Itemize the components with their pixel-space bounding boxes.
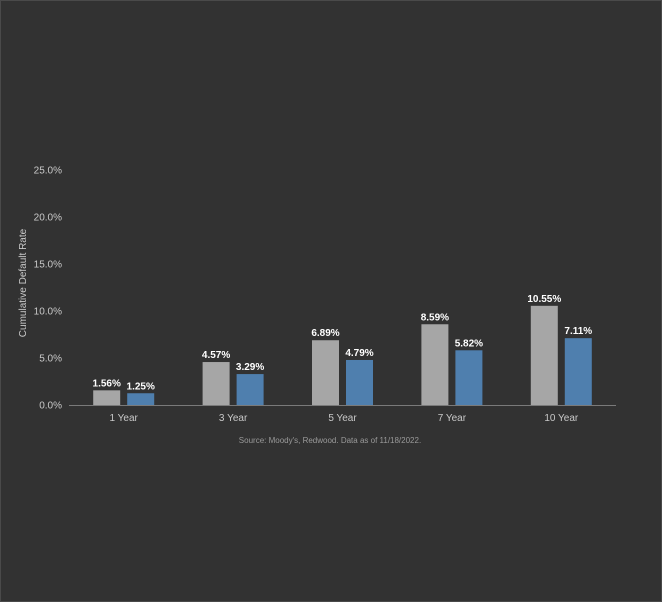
- data-label: 6.89%: [311, 328, 339, 339]
- bar: [202, 362, 230, 405]
- y-axis: 0.0% 5.0% 10.0% 15.0% 20.0% 25.0%: [34, 166, 62, 412]
- bar: [93, 390, 121, 405]
- data-label: 5.82%: [455, 338, 483, 349]
- bars: 1.56% 1.25% 4.57% 3.29% 6.89% 4.79% 8.59% 5.82%…: [93, 294, 592, 405]
- data-label: 4.57%: [202, 350, 230, 361]
- y-tick-label: 15.0%: [34, 260, 62, 271]
- bar: [312, 340, 339, 405]
- x-tick-label: 10 Year: [544, 413, 579, 424]
- y-tick-label: 10.0%: [34, 307, 62, 318]
- x-tick-label: 5 Year: [328, 413, 357, 424]
- x-axis: 1 Year 3 Year 5 Year 7 Year 10 Year: [69, 405, 616, 424]
- data-label: 7.11%: [564, 326, 592, 337]
- x-tick-label: 3 Year: [219, 413, 248, 424]
- bar: [127, 393, 155, 405]
- bar: [236, 374, 264, 405]
- bar: [346, 359, 373, 405]
- data-label: 1.25%: [127, 381, 155, 392]
- y-tick-label: 20.0%: [34, 213, 62, 224]
- y-tick-label: 0.0%: [39, 401, 62, 412]
- y-tick-label: 5.0%: [39, 354, 62, 365]
- y-tick-label: 25.0%: [34, 166, 62, 177]
- data-label: 1.56%: [93, 378, 121, 389]
- data-label: 8.59%: [421, 312, 449, 323]
- source-note: Source: Moody's, Redwood. Data as of 11/…: [239, 436, 421, 445]
- bar: [455, 350, 483, 405]
- bar: [421, 324, 449, 405]
- x-tick-label: 1 Year: [110, 413, 139, 424]
- y-axis-label: Cumulative Default Rate: [18, 228, 29, 337]
- data-label: 4.79%: [345, 348, 373, 359]
- x-tick-label: 7 Year: [438, 413, 467, 424]
- bar: [564, 338, 592, 405]
- bar: [530, 305, 558, 405]
- data-label: 3.29%: [236, 362, 264, 373]
- data-label: 10.55%: [527, 294, 561, 305]
